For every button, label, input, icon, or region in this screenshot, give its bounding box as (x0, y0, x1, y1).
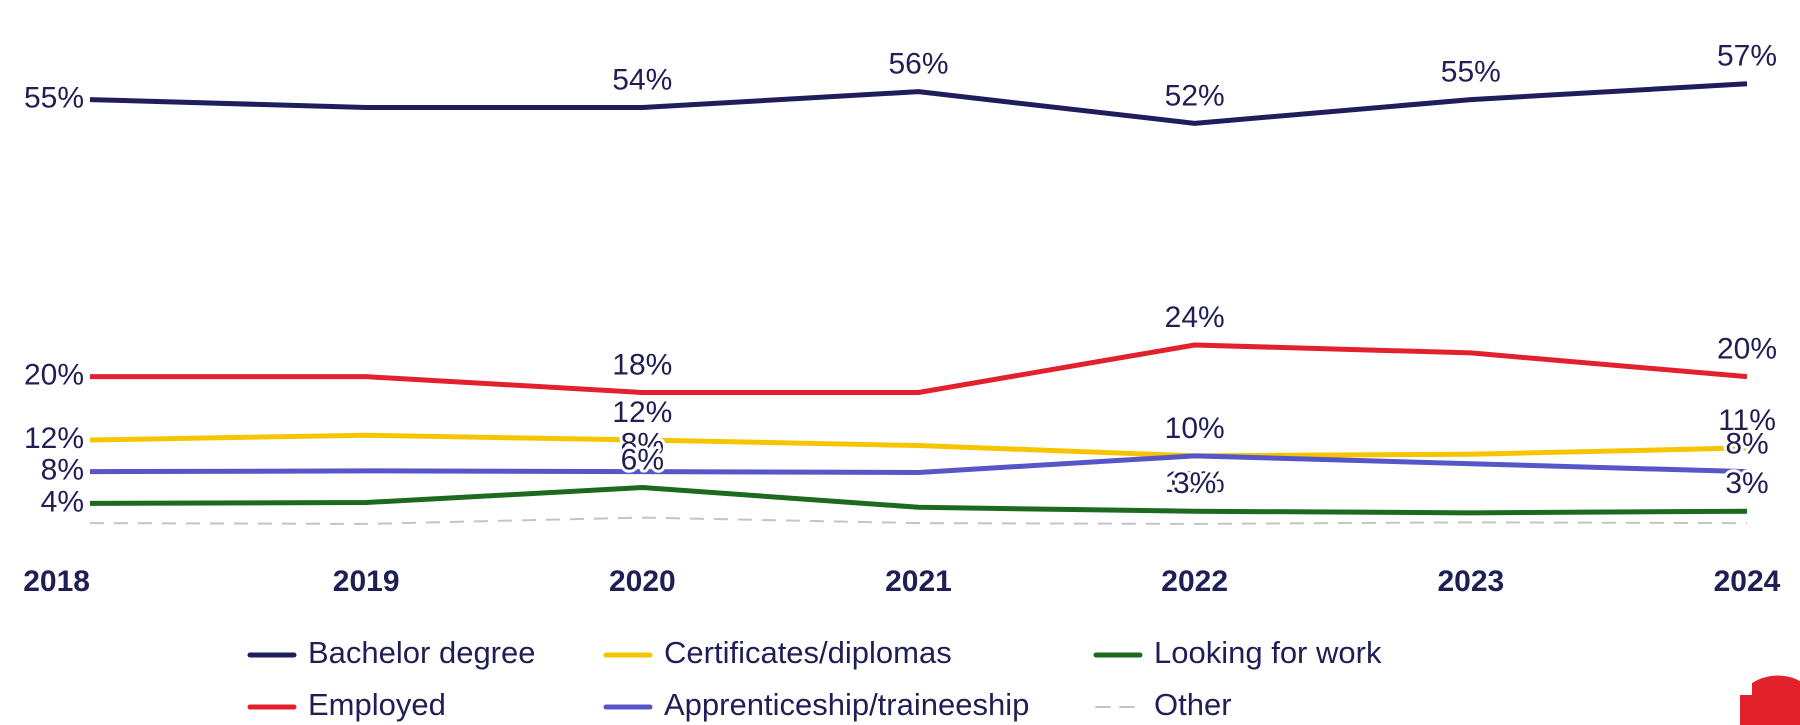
x-tick-label: 2020 (609, 565, 676, 598)
data-label: 55% (24, 82, 84, 115)
series-line (89, 453, 1748, 475)
legend-label: Bachelor degree (308, 635, 536, 670)
data-label: 55% (1441, 56, 1501, 89)
legend-label: Other (1154, 687, 1232, 722)
series-line (89, 516, 1748, 525)
series-line (89, 485, 1748, 516)
legend-label: Certificates/diplomas (664, 635, 952, 670)
data-label: 8% (1725, 428, 1768, 461)
data-label: 3% (1173, 467, 1216, 500)
series-line (89, 81, 1748, 126)
x-tick-label: 2022 (1161, 565, 1228, 598)
series-line (89, 432, 1748, 459)
x-tick-label: 2021 (885, 565, 952, 598)
data-label: 3% (1725, 467, 1768, 500)
data-label: 57% (1717, 40, 1777, 73)
data-label: 54% (612, 63, 672, 96)
data-label: 24% (1165, 301, 1225, 334)
logo (1740, 675, 1800, 725)
data-label: 10% (1165, 466, 1225, 499)
x-tick-label: 2023 (1437, 565, 1504, 598)
data-label: 20% (24, 359, 84, 392)
legend-label: Apprenticeship/traineeship (664, 687, 1029, 722)
data-label: 8% (41, 454, 84, 487)
data-label: 8% (621, 428, 664, 461)
data-label: 12% (24, 422, 84, 455)
data-label: 11% (1718, 404, 1776, 437)
x-tick-label: 2024 (1714, 565, 1781, 598)
data-label: 12% (612, 396, 672, 429)
legend-label: Looking for work (1154, 635, 1382, 670)
legend-label: Employed (308, 687, 446, 722)
data-label: 56% (888, 48, 948, 81)
data-label: 6% (621, 443, 664, 476)
data-label: 4% (41, 485, 84, 518)
series-line (90, 342, 1748, 395)
x-tick-label: 2019 (333, 565, 400, 598)
x-tick-label: 2018 (23, 565, 90, 598)
data-label: 18% (612, 348, 672, 381)
data-label: 20% (1717, 333, 1777, 366)
data-label: 10% (1165, 412, 1225, 445)
data-label: 52% (1165, 79, 1225, 112)
